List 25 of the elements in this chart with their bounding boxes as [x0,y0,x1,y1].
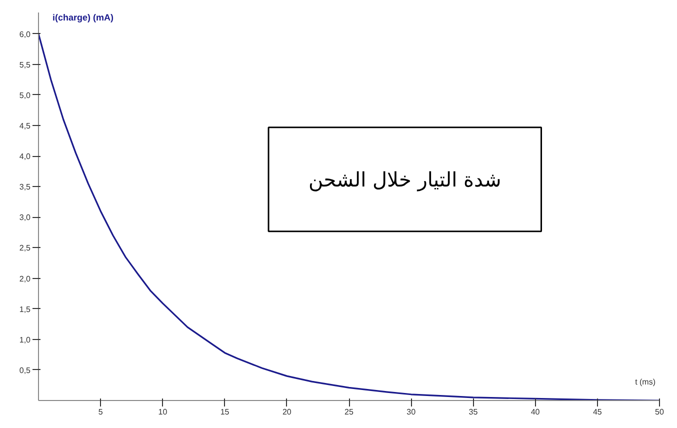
y-tick-label: 1,5 [19,304,32,314]
y-tick-label: 4,5 [19,122,32,131]
x-tick-label: 10 [158,408,168,416]
x-tick-label: 25 [344,408,354,416]
y-tick-label: 2,5 [19,244,32,253]
y-tick-label: 1,0 [19,335,32,344]
y-tick-label: 0,5 [19,366,32,375]
x-tick-label: 35 [468,408,478,416]
y-tick-label: 6,0 [19,30,32,39]
y-tick-label: 5,0 [19,90,32,100]
y-tick-label: 5,5 [19,60,32,70]
x-tick-label: 20 [282,408,292,416]
y-axis-title: i(charge) (mA) [52,12,114,22]
x-tick-label: 40 [530,408,540,416]
x-tick-label: 5 [98,408,104,416]
annotation: شدة التيار خلال الشحن [308,167,502,192]
x-tick-label: 30 [406,408,416,416]
x-tick-label: 45 [592,408,602,416]
x-tick-label: 15 [220,408,230,416]
y-tick-label: 3,0 [19,213,32,222]
y-tick-label: 4,0 [19,152,32,162]
y-tick-label: 2,0 [19,274,32,284]
y-tick-label: 3,5 [19,182,32,192]
x-axis-title: t (ms) [635,378,656,386]
x-tick-label: 50 [655,408,664,416]
